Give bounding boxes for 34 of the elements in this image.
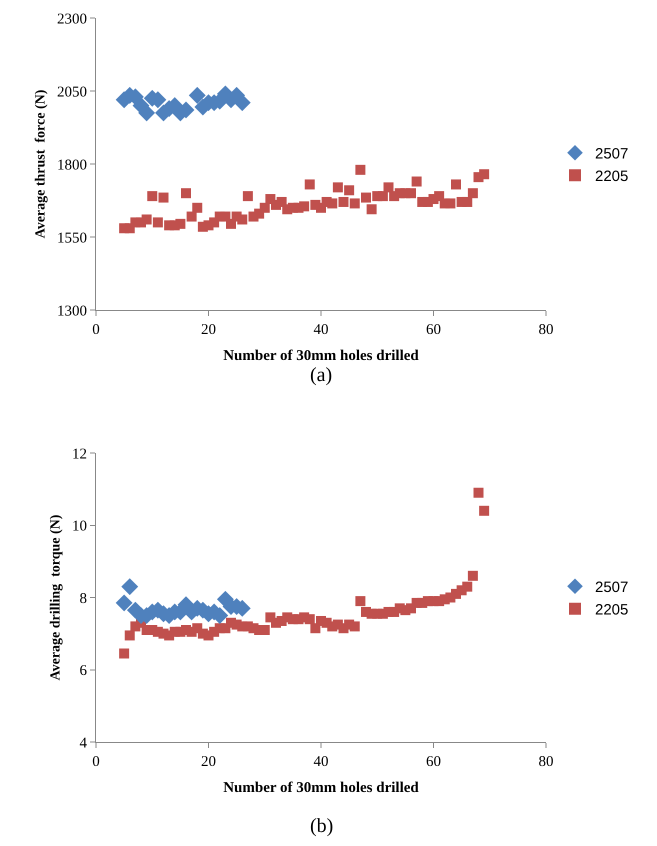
legend-label: 2507 xyxy=(595,579,628,596)
x-tick-label: 40 xyxy=(314,322,328,338)
x-tick-label: 60 xyxy=(426,322,441,338)
y-tick-label: 1800 xyxy=(57,157,87,174)
x-tick-label: 80 xyxy=(538,754,554,770)
x-tick-label: 20 xyxy=(201,322,216,338)
y-tick-label: 1550 xyxy=(57,230,87,246)
legend-label: 2205 xyxy=(595,168,628,186)
x-tick-label: 80 xyxy=(538,322,554,338)
point xyxy=(116,594,133,612)
x-tick-label: 40 xyxy=(314,754,328,770)
text: (a) xyxy=(310,364,332,386)
y-tick-label: 8 xyxy=(80,590,87,607)
y-tick-label: 2300 xyxy=(57,11,87,28)
legend-label: 2507 xyxy=(595,146,628,163)
x-axis-title: Number of 30mm holes drilled xyxy=(223,348,420,364)
legend-label: 2205 xyxy=(595,602,628,619)
point xyxy=(188,86,206,104)
x-tick-label: 60 xyxy=(426,754,441,770)
x-tick-label: 0 xyxy=(92,754,100,770)
y-tick-label: 10 xyxy=(72,518,87,534)
y-tick-label: 1300 xyxy=(57,303,87,320)
point xyxy=(121,578,138,596)
text: (b) xyxy=(310,815,334,837)
x-tick-label: 0 xyxy=(92,322,100,338)
x-axis-title: Number of 30mm holes drilled xyxy=(223,780,420,796)
x-tick-label: 20 xyxy=(201,754,216,770)
y-tick-label: 12 xyxy=(72,446,87,462)
y-tick-label: 6 xyxy=(80,663,88,679)
y-tick-label: 2050 xyxy=(57,84,87,100)
y-axis-title: Average thrust force (N) xyxy=(34,89,49,238)
y-axis-title: Average drilling torque (N) xyxy=(48,514,64,680)
y-tick-label: 4 xyxy=(80,735,88,752)
point xyxy=(234,94,251,112)
